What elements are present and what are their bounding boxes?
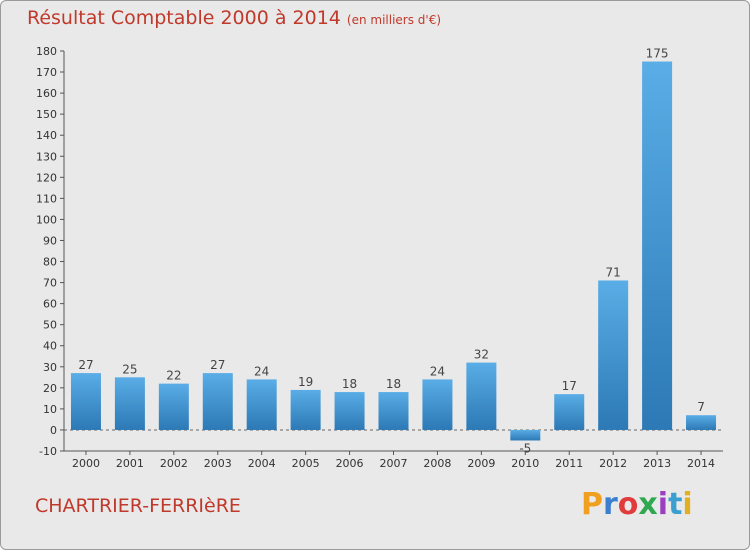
logo-letter: i <box>682 487 693 522</box>
x-tick-label-2010: 2010 <box>511 457 539 470</box>
y-tick-label: 90 <box>43 234 57 247</box>
bar-2013 <box>642 61 673 430</box>
y-tick-label: 50 <box>43 319 57 332</box>
x-tick-label-2011: 2011 <box>555 457 583 470</box>
y-tick-label: 80 <box>43 256 57 269</box>
data-label-2006: 18 <box>342 377 357 391</box>
bar-2000 <box>70 373 101 430</box>
commune-name: CHARTRIER-FERRIèRE <box>35 495 241 517</box>
y-tick-label: 180 <box>36 45 57 58</box>
logo-letter: i <box>657 487 669 522</box>
data-label-2001: 25 <box>122 362 137 376</box>
chart-title: Résultat Comptable 2000 à 2014 (en millie… <box>27 7 441 29</box>
x-tick-label-2014: 2014 <box>687 457 715 470</box>
x-tick-label-2012: 2012 <box>599 457 627 470</box>
x-tick-label-2001: 2001 <box>116 457 144 470</box>
bar-2006 <box>334 392 365 430</box>
logo-letter: x <box>638 487 658 522</box>
x-tick-label-2009: 2009 <box>467 457 495 470</box>
bar-2012 <box>598 280 629 430</box>
bar-2014 <box>686 415 717 430</box>
bar-2009 <box>466 362 497 430</box>
bar-2001 <box>114 377 145 430</box>
data-label-2002: 22 <box>166 369 181 383</box>
y-tick-label: 140 <box>36 129 57 142</box>
data-label-2010: -5 <box>519 441 531 455</box>
bar-2002 <box>158 383 189 430</box>
logo-letter: r <box>603 487 618 522</box>
title-text: Résultat Comptable 2000 à 2014 <box>27 7 341 29</box>
bar-2011 <box>554 394 585 430</box>
x-tick-label-2013: 2013 <box>643 457 671 470</box>
y-tick-label: 120 <box>36 171 57 184</box>
bar-2007 <box>378 392 409 430</box>
x-tick-label-2008: 2008 <box>423 457 451 470</box>
bar-2003 <box>202 373 233 430</box>
y-tick-label: -10 <box>39 445 57 458</box>
bar-2005 <box>290 389 321 430</box>
data-label-2000: 27 <box>78 358 93 372</box>
y-tick-label: 20 <box>43 382 57 395</box>
proxiti-logo: Proxiti <box>581 487 693 522</box>
chart-subtitle: (en milliers d'€) <box>346 13 442 27</box>
data-label-2011: 17 <box>562 379 577 393</box>
x-tick-label-2003: 2003 <box>204 457 232 470</box>
y-tick-label: 0 <box>50 424 57 437</box>
y-tick-label: 170 <box>36 66 57 79</box>
logo-letter: P <box>581 487 603 522</box>
y-tick-label: 10 <box>43 403 57 416</box>
bar-2008 <box>422 379 453 430</box>
data-label-2009: 32 <box>474 348 489 362</box>
x-tick-label-2000: 2000 <box>72 457 100 470</box>
data-label-2007: 18 <box>386 377 401 391</box>
x-tick-label-2007: 2007 <box>380 457 408 470</box>
x-tick-label-2006: 2006 <box>336 457 364 470</box>
data-label-2008: 24 <box>430 364 445 378</box>
data-label-2005: 19 <box>298 375 313 389</box>
y-tick-label: 60 <box>43 298 57 311</box>
bar-2004 <box>246 379 277 430</box>
data-label-2004: 24 <box>254 364 269 378</box>
data-label-2003: 27 <box>210 358 225 372</box>
logo-letter: o <box>617 487 639 522</box>
y-tick-label: 130 <box>36 150 57 163</box>
x-tick-label-2004: 2004 <box>248 457 276 470</box>
y-tick-label: 110 <box>36 192 57 205</box>
y-tick-label: 40 <box>43 340 57 353</box>
y-tick-label: 150 <box>36 108 57 121</box>
x-tick-label-2005: 2005 <box>292 457 320 470</box>
data-label-2012: 71 <box>606 265 621 279</box>
y-tick-label: 70 <box>43 277 57 290</box>
data-label-2014: 7 <box>697 400 705 414</box>
y-tick-label: 100 <box>36 213 57 226</box>
y-tick-label: 160 <box>36 87 57 100</box>
logo-letter: t <box>668 487 683 522</box>
bar-2010 <box>510 429 541 441</box>
data-label-2013: 175 <box>646 47 669 61</box>
y-tick-label: 30 <box>43 361 57 374</box>
x-tick-label-2002: 2002 <box>160 457 188 470</box>
